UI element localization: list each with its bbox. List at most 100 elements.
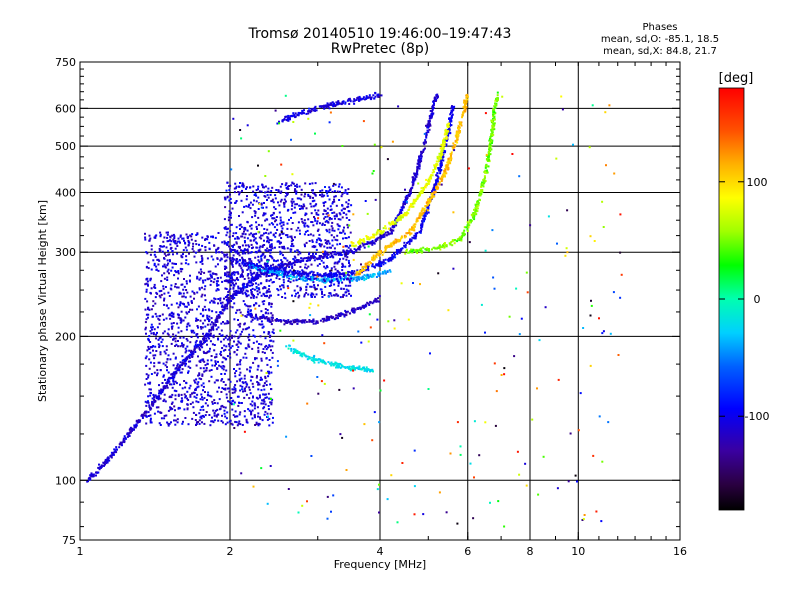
data-point (353, 102, 356, 105)
data-point (178, 364, 181, 367)
data-point (180, 283, 183, 286)
data-point (157, 269, 160, 272)
data-point (405, 232, 408, 235)
data-point (389, 245, 392, 248)
data-point (418, 230, 421, 233)
data-point (182, 288, 185, 291)
data-point (434, 96, 437, 99)
data-point (455, 132, 458, 135)
data-point (180, 371, 183, 374)
data-point (244, 390, 247, 393)
data-point (190, 235, 193, 238)
data-point (309, 233, 312, 236)
data-point (328, 242, 331, 245)
data-point (392, 224, 394, 227)
data-point (260, 320, 263, 323)
data-point (241, 424, 244, 426)
data-point (328, 318, 331, 321)
data-point (353, 270, 356, 273)
data-point (378, 300, 381, 303)
data-point (204, 299, 207, 302)
data-point (158, 294, 161, 297)
data-point (228, 349, 231, 351)
data-point (404, 244, 407, 247)
data-point (294, 260, 297, 263)
data-point (418, 212, 421, 215)
data-point (427, 178, 430, 181)
data-point (320, 243, 323, 246)
data-point (262, 399, 265, 402)
data-point (448, 117, 451, 120)
data-point (450, 241, 453, 243)
data-point (334, 268, 337, 271)
data-point (180, 330, 183, 333)
data-point (219, 365, 222, 368)
data-point (453, 105, 456, 108)
data-point (277, 264, 280, 267)
data-point (269, 244, 272, 247)
data-point (221, 241, 224, 244)
data-point (247, 311, 250, 313)
data-point (438, 244, 441, 247)
data-point (465, 226, 468, 229)
data-point (223, 322, 226, 325)
data-point (414, 199, 417, 202)
data-point (389, 270, 392, 273)
data-point (491, 128, 494, 131)
data-point (268, 267, 271, 270)
data-point (339, 190, 341, 193)
data-point (256, 290, 259, 293)
data-point (412, 198, 415, 201)
data-point (208, 277, 211, 280)
data-point (260, 343, 263, 346)
data-point (320, 106, 323, 108)
data-point (163, 303, 166, 306)
data-point (346, 310, 349, 313)
data-point (493, 111, 496, 114)
data-point (162, 375, 165, 378)
data-point (267, 332, 270, 335)
data-point (201, 286, 203, 289)
data-point (215, 328, 218, 331)
data-point (435, 187, 437, 190)
data-point (144, 383, 147, 386)
data-point (380, 234, 383, 237)
data-point (300, 218, 303, 220)
data-point (381, 231, 384, 234)
data-point (464, 110, 467, 113)
data-point (268, 372, 271, 375)
data-point (212, 301, 215, 304)
data-point (219, 259, 222, 262)
data-point (203, 319, 206, 322)
data-point (354, 244, 357, 247)
data-point (354, 308, 357, 311)
data-point (256, 381, 259, 383)
data-point (252, 263, 255, 266)
data-point (148, 308, 151, 311)
data-point (180, 320, 183, 323)
data-point (481, 181, 484, 184)
data-point (466, 228, 469, 231)
data-point (431, 113, 434, 116)
data-point (187, 244, 190, 246)
data-point (229, 247, 232, 250)
data-point (392, 240, 395, 243)
data-point (200, 270, 203, 273)
data-point (418, 214, 421, 217)
data-point (174, 340, 177, 343)
data-point (190, 331, 193, 334)
data-point (227, 301, 230, 304)
data-point (145, 313, 148, 316)
data-point (251, 284, 253, 287)
data-point (249, 251, 252, 254)
data-point (257, 388, 260, 391)
data-point (310, 294, 313, 297)
data-point (194, 239, 197, 242)
data-point (156, 372, 159, 375)
data-point (359, 271, 362, 274)
data-point (198, 419, 201, 422)
data-point (167, 253, 170, 256)
data-point (159, 314, 162, 317)
data-point (306, 355, 309, 358)
data-point (206, 238, 209, 241)
